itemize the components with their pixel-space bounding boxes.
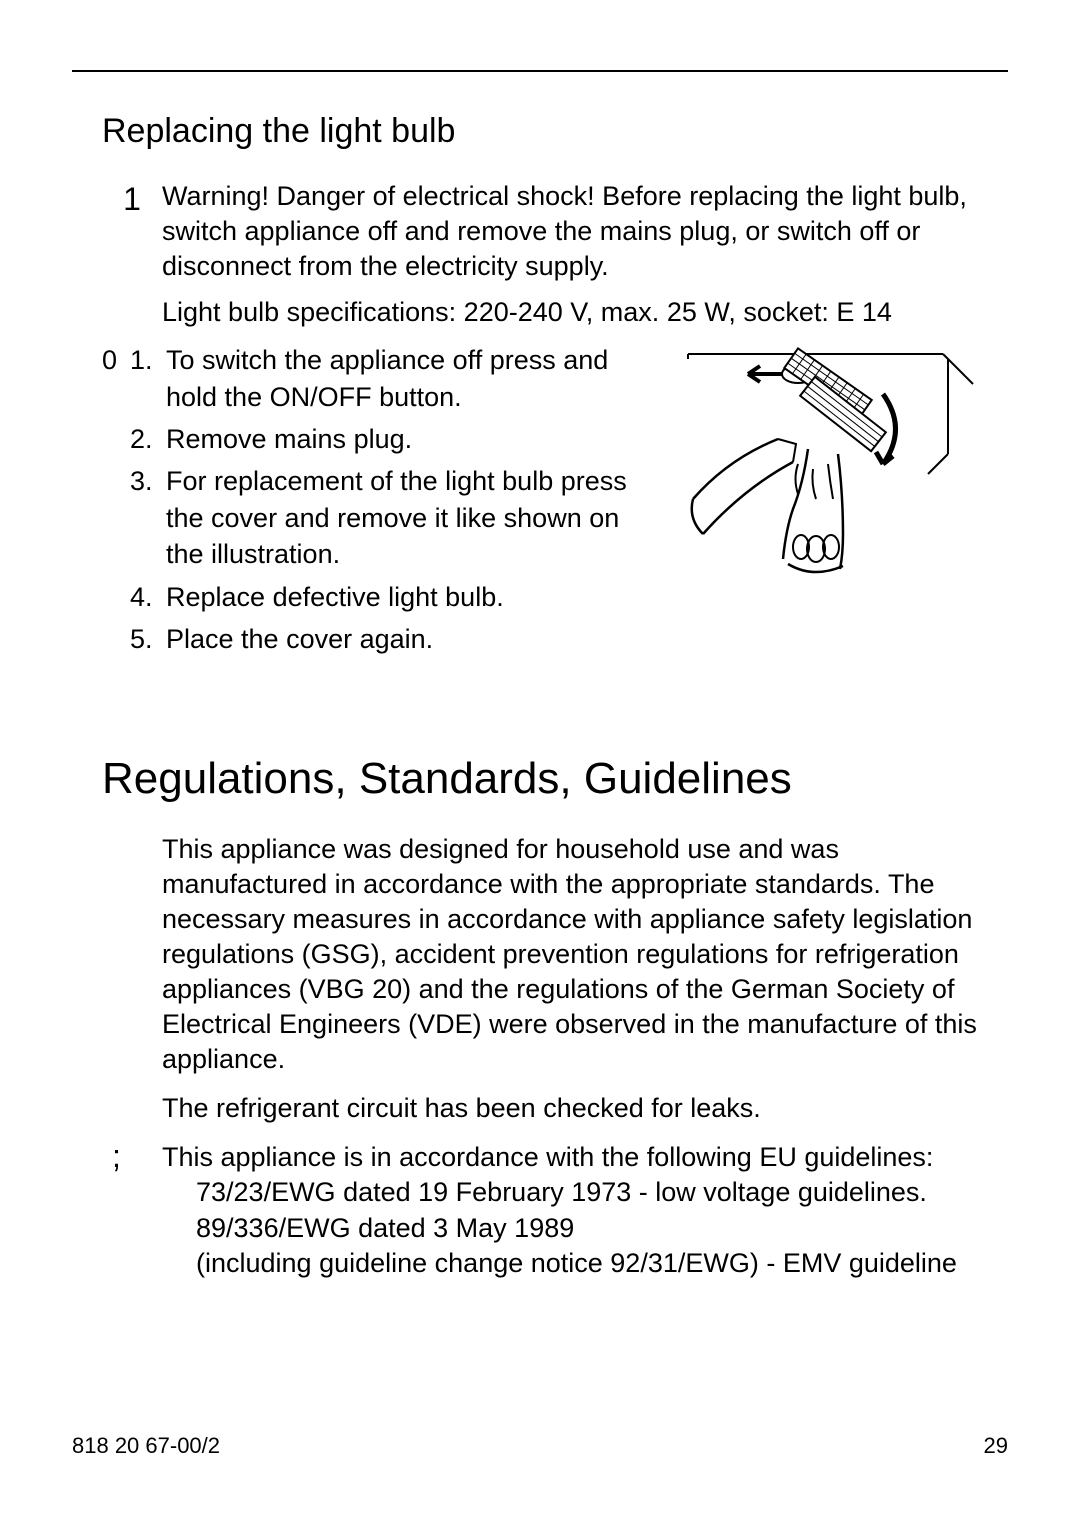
step-num: 2. — [130, 421, 166, 457]
steps-column: 0 1. To switch the appliance off press a… — [102, 342, 628, 664]
footer-page-number: 29 — [984, 1433, 1008, 1459]
step-2: 2. Remove mains plug. — [102, 421, 628, 457]
eu-line-2: 89/336/EWG dated 3 May 1989 — [162, 1211, 978, 1246]
footer-doc-number: 818 20 67-00/2 — [72, 1433, 220, 1459]
eu-line-1: 73/23/EWG dated 19 February 1973 - low v… — [162, 1175, 978, 1210]
step-text: To switch the appliance off press and ho… — [166, 342, 628, 415]
bulb-spec: Light bulb specifications: 220-240 V, ma… — [162, 294, 978, 332]
bulb-illustration — [648, 334, 978, 584]
step-text: Remove mains plug. — [166, 421, 628, 457]
eu-line-3: (including guideline change notice 92/31… — [162, 1246, 978, 1281]
step-num: 1. — [130, 342, 166, 415]
eu-intro: This appliance is in accordance with the… — [162, 1140, 978, 1175]
step-text: For replacement of the light bulb press … — [166, 463, 628, 572]
warning-marker: 1 — [102, 179, 162, 284]
section-heading-lightbulb: Replacing the light bulb — [102, 112, 978, 151]
page-frame: Replacing the light bulb 1 Warning! Dang… — [72, 70, 1008, 1459]
warning-text: Warning! Danger of electrical shock! Bef… — [162, 179, 978, 284]
step-4: 4. Replace defective light bulb. — [102, 579, 628, 615]
warning-block: 1 Warning! Danger of electrical shock! B… — [102, 179, 978, 284]
eu-guidelines: ; This appliance is in accordance with t… — [102, 1140, 978, 1280]
section-heading-regulations: Regulations, Standards, Guidelines — [102, 754, 978, 804]
step-num: 3. — [130, 463, 166, 572]
page-content: Replacing the light bulb 1 Warning! Dang… — [72, 72, 1008, 1281]
eu-text: This appliance is in accordance with the… — [162, 1140, 978, 1280]
eu-marker: ; — [102, 1140, 162, 1280]
step-num: 4. — [130, 579, 166, 615]
step-1: 0 1. To switch the appliance off press a… — [102, 342, 628, 415]
step-num: 5. — [130, 621, 166, 657]
page-footer: 818 20 67-00/2 29 — [72, 1433, 1008, 1459]
regulations-para-2: The refrigerant circuit has been checked… — [162, 1091, 978, 1126]
steps-block: 0 1. To switch the appliance off press a… — [102, 342, 978, 664]
step-3: 3. For replacement of the light bulb pre… — [102, 463, 628, 572]
regulations-para-1: This appliance was designed for househol… — [162, 832, 978, 1078]
step-text: Replace defective light bulb. — [166, 579, 628, 615]
step-5: 5. Place the cover again. — [102, 621, 628, 657]
steps-marker: 0 — [102, 342, 130, 415]
step-text: Place the cover again. — [166, 621, 628, 657]
